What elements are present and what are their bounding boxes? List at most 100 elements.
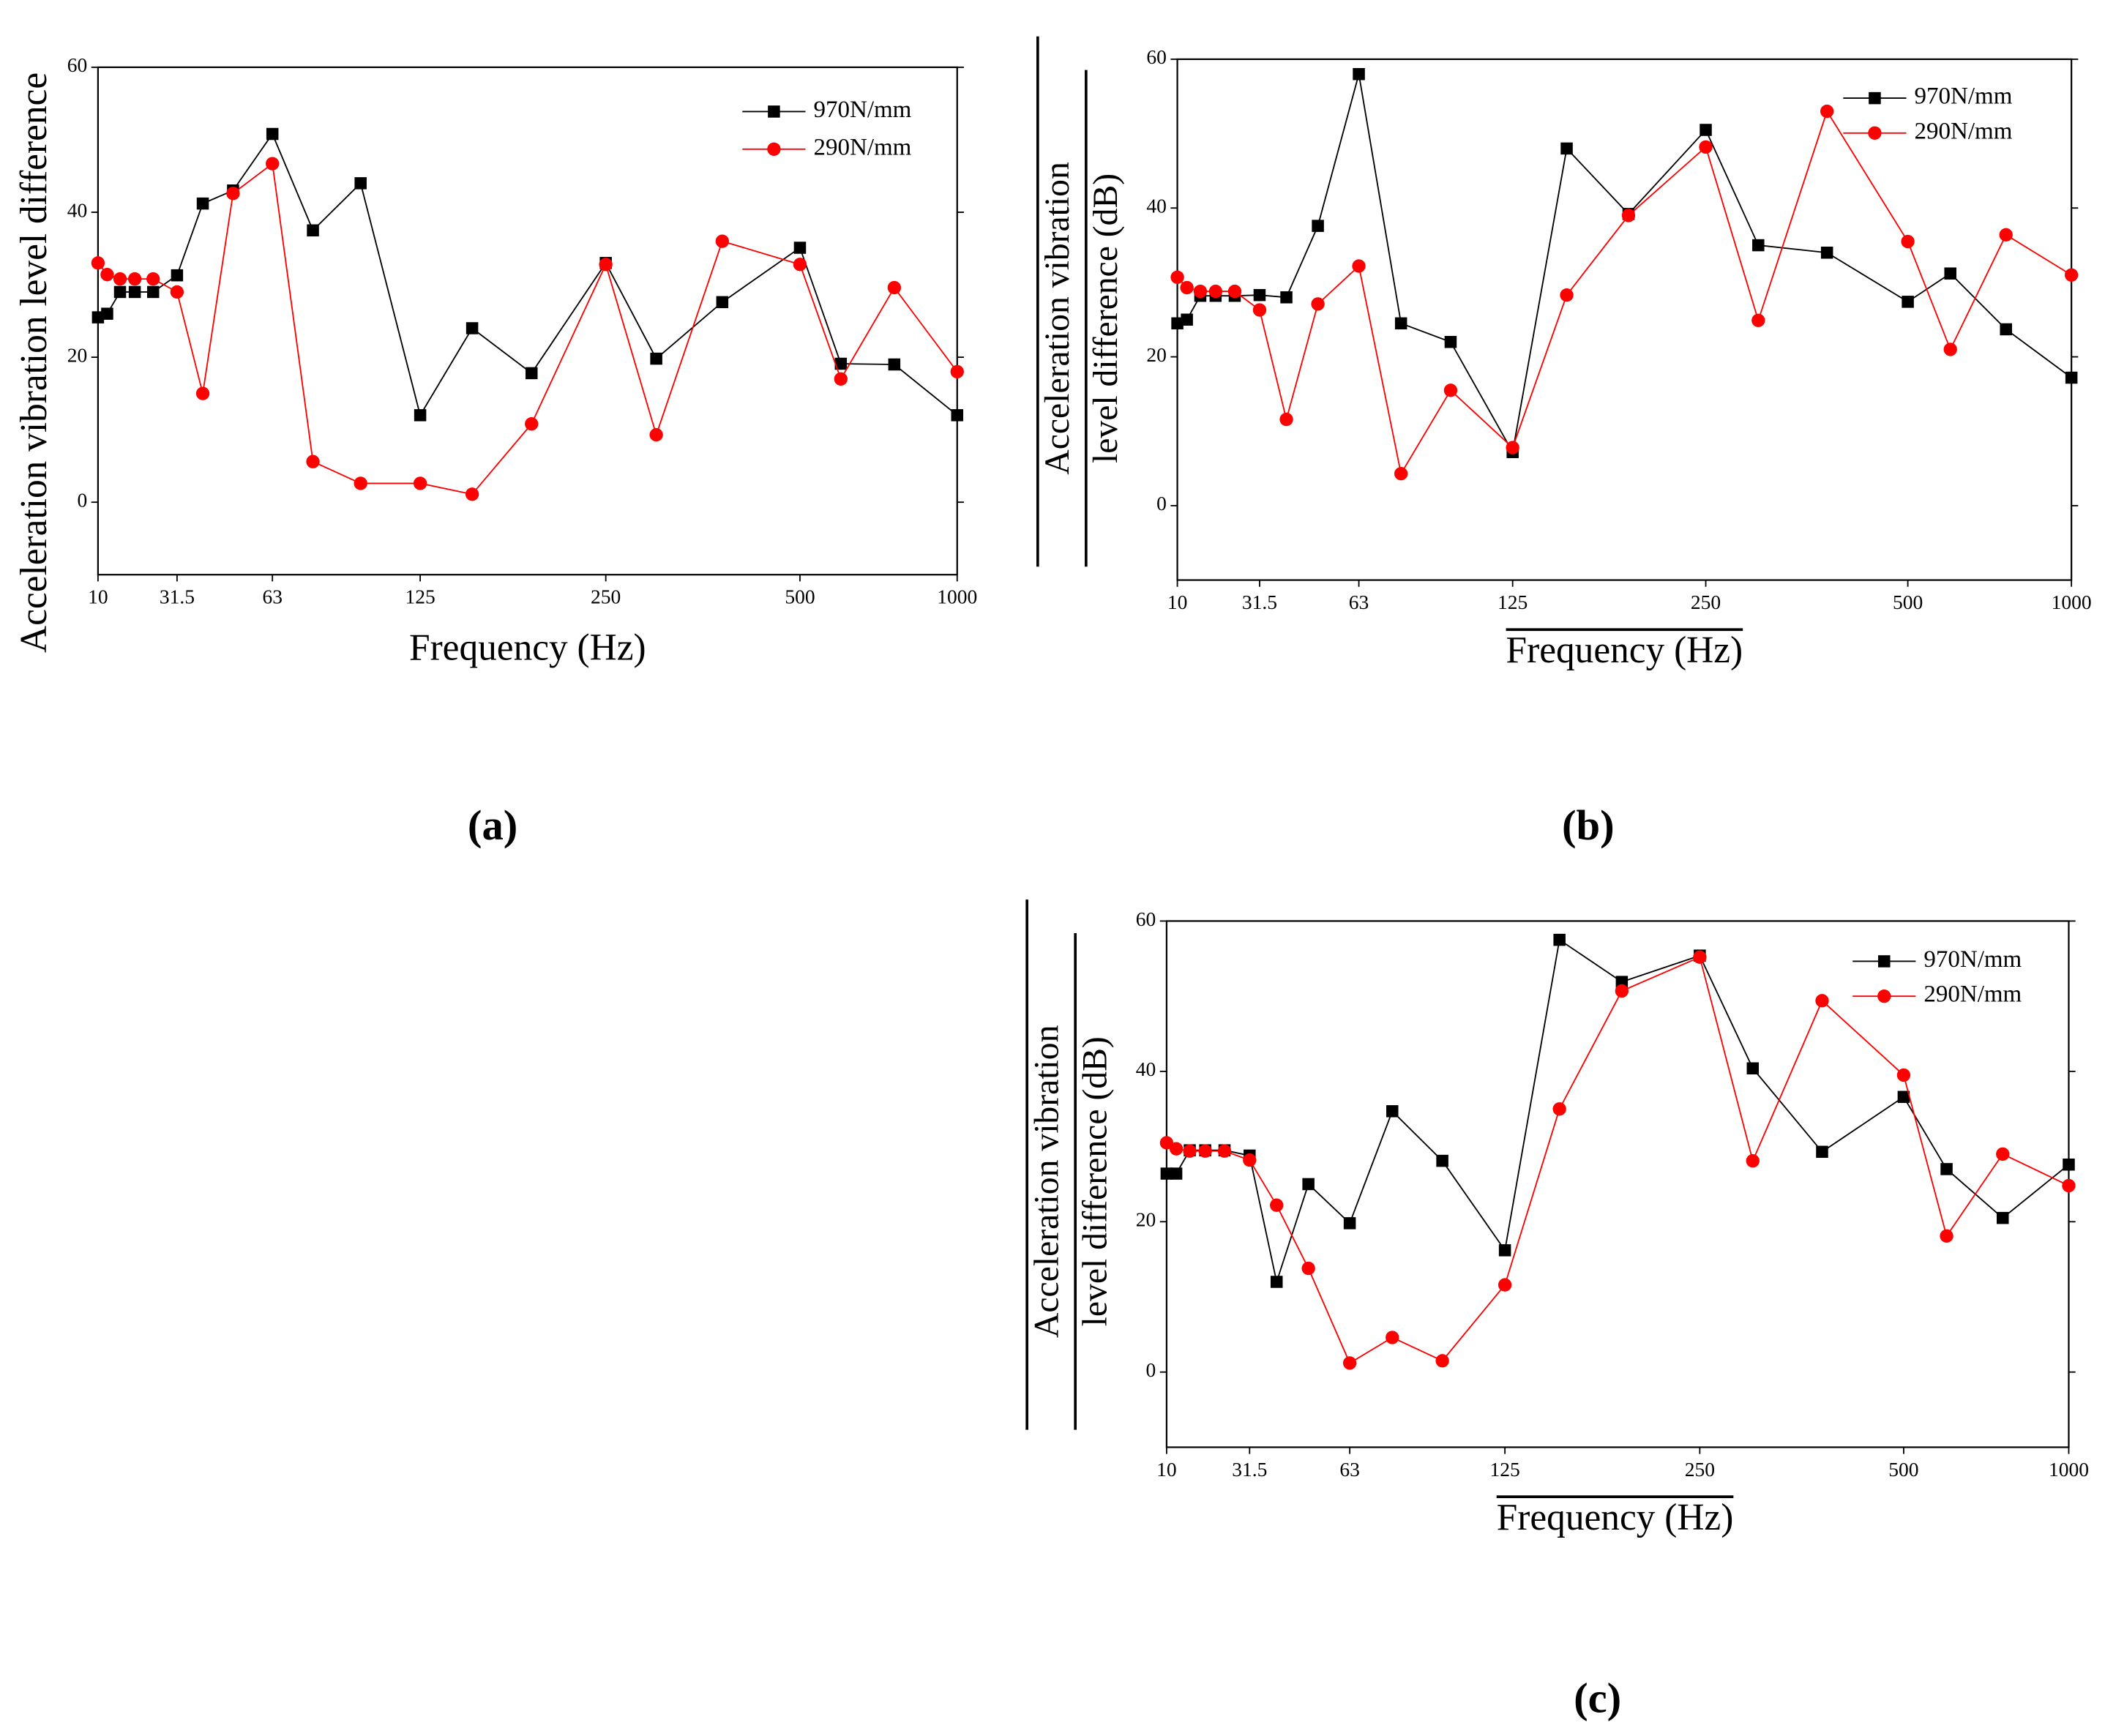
data-point	[1183, 1144, 1197, 1158]
data-point	[171, 269, 184, 282]
x-axis-label: Frequency (Hz)	[409, 627, 646, 669]
data-point	[1896, 1068, 1911, 1082]
data-point	[1352, 259, 1366, 273]
data-point	[951, 409, 964, 422]
x-tick-label: 1000	[937, 585, 977, 608]
data-point	[1302, 1178, 1315, 1191]
y-axis-label: Acceleration vibration	[1028, 1025, 1066, 1338]
data-point	[599, 258, 613, 272]
y-tick-label: 20	[67, 343, 88, 366]
data-point	[226, 187, 240, 201]
x-tick-label: 10	[88, 585, 108, 608]
series-line	[1166, 956, 2069, 1364]
data-point	[1280, 291, 1293, 304]
data-point	[1816, 1145, 1828, 1159]
data-point	[1996, 1211, 2009, 1224]
x-axis-label: Frequency (Hz)	[1497, 1497, 1734, 1538]
data-point	[266, 157, 280, 171]
y-tick-label: 60	[1146, 45, 1167, 68]
x-tick-label: 63	[1349, 591, 1369, 613]
data-point	[1243, 1153, 1257, 1167]
data-point	[1746, 1062, 1760, 1075]
data-point	[1311, 297, 1325, 311]
panel-label: (c)	[1574, 1674, 1621, 1721]
data-point	[1386, 1105, 1399, 1118]
legend-marker	[1868, 126, 1882, 140]
data-point	[1301, 1261, 1315, 1276]
data-point	[1815, 994, 1829, 1008]
data-point	[1498, 1244, 1511, 1257]
data-point	[196, 197, 209, 210]
data-point	[1181, 313, 1193, 326]
data-point	[1751, 313, 1765, 327]
data-point	[1897, 1090, 1910, 1104]
data-point	[1443, 384, 1458, 397]
data-point	[1901, 234, 1915, 249]
data-point	[716, 296, 729, 309]
data-point	[1693, 950, 1707, 964]
data-point	[1560, 142, 1573, 155]
data-point	[354, 177, 367, 190]
x-tick-label: 500	[1893, 591, 1923, 613]
legend-marker	[1877, 989, 1891, 1003]
data-point	[1996, 1147, 2010, 1161]
data-point	[1343, 1217, 1356, 1230]
data-point	[1746, 1153, 1760, 1168]
data-point	[1506, 441, 1519, 454]
data-point	[414, 409, 427, 422]
x-tick-label: 10	[1167, 591, 1188, 613]
y-tick-label: 0	[77, 488, 87, 511]
data-point	[1198, 1144, 1212, 1158]
data-point	[1208, 284, 1223, 299]
legend-marker	[1869, 91, 1881, 105]
x-tick-label: 500	[1888, 1458, 1918, 1481]
data-point	[146, 285, 160, 299]
data-point	[1902, 296, 1914, 308]
y-axis-label: level difference (dB)	[1087, 173, 1125, 463]
data-point	[1227, 284, 1242, 299]
data-point	[1944, 267, 1956, 280]
data-point	[1444, 335, 1457, 348]
data-point	[2062, 1178, 2076, 1193]
series-line	[1176, 109, 2072, 476]
data-point	[1312, 220, 1324, 232]
data-point	[2064, 268, 2079, 282]
data-point	[1270, 1276, 1283, 1288]
data-point	[1279, 412, 1293, 427]
legend-marker	[1878, 955, 1891, 968]
data-point	[715, 234, 730, 248]
data-point	[1386, 1331, 1399, 1344]
y-tick-label: 40	[1146, 195, 1167, 217]
data-point	[1160, 1167, 1173, 1180]
data-point	[113, 272, 127, 286]
data-point	[1553, 933, 1566, 946]
data-point	[1270, 1198, 1284, 1212]
data-point	[195, 386, 210, 400]
data-point	[1353, 67, 1365, 81]
data-point	[1180, 280, 1194, 295]
data-point	[1170, 270, 1184, 284]
data-point	[466, 322, 479, 334]
data-point	[91, 256, 105, 270]
data-point	[1699, 140, 1713, 154]
data-point	[649, 427, 663, 442]
data-point	[413, 476, 427, 490]
data-point	[1752, 239, 1765, 252]
data-point	[354, 476, 367, 490]
y-tick-label: 60	[1136, 908, 1156, 930]
data-point	[307, 224, 319, 237]
x-tick-label: 500	[785, 585, 815, 608]
data-point	[266, 127, 279, 141]
data-point	[888, 358, 901, 371]
x-tick-label: 125	[1489, 1458, 1519, 1481]
data-point	[1552, 1102, 1566, 1116]
data-point	[834, 357, 848, 370]
chart: 0 20 40 60 10 31.5 63 125 250 500 1000 Frequency (H…	[13, 53, 977, 849]
data-point	[1621, 209, 1636, 222]
data-point	[1170, 1167, 1183, 1180]
chart: 0 20 40 60 10 31.5 63 125 250 500 1000 Frequency (H…	[1036, 36, 2092, 849]
data-point	[1999, 228, 2013, 242]
data-point	[1394, 317, 1407, 330]
x-axis-label: Frequency (Hz)	[1506, 629, 1743, 671]
